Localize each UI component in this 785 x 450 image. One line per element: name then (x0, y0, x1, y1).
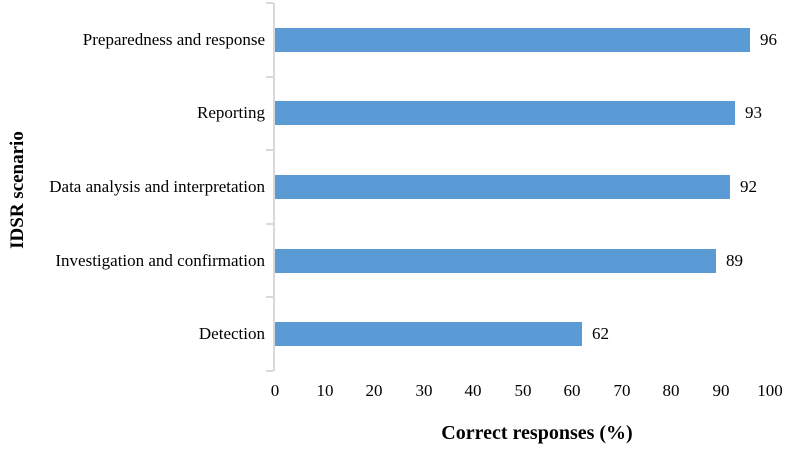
x-axis-tick-label: 40 (464, 381, 482, 400)
y-axis-tick (266, 76, 273, 78)
value-label: 89 (726, 251, 743, 270)
x-axis-tick-label: 50 (514, 381, 532, 400)
y-axis-tick (266, 2, 273, 4)
bar (275, 101, 735, 125)
value-label: 92 (740, 177, 757, 196)
bar (275, 28, 750, 52)
y-axis-tick (266, 370, 273, 372)
x-axis-tick-label: 20 (365, 381, 383, 400)
y-axis-tick (266, 223, 273, 225)
x-axis-tick-label: 100 (757, 381, 783, 400)
y-axis-tick (266, 296, 273, 298)
x-axis-title: Correct responses (%) (441, 422, 633, 444)
y-axis-tick (266, 149, 273, 151)
bar (275, 322, 582, 346)
x-axis-tick-label: 70 (613, 381, 631, 400)
category-label: Data analysis and interpretation (49, 177, 265, 196)
value-label: 96 (760, 30, 777, 49)
value-label: 62 (592, 324, 609, 343)
x-axis-tick-label: 60 (563, 381, 581, 400)
category-label: Preparedness and response (82, 30, 265, 49)
x-axis-tick-label: 80 (662, 381, 680, 400)
bar (275, 249, 716, 273)
x-axis-tick-label: 30 (415, 381, 433, 400)
x-axis-tick-label: 0 (270, 381, 280, 400)
x-axis-tick-label: 10 (316, 381, 334, 400)
y-axis-line (273, 3, 275, 371)
category-label: Detection (198, 324, 265, 343)
category-label: Investigation and confirmation (55, 251, 265, 270)
value-label: 93 (745, 103, 762, 122)
x-axis-tick-label: 90 (712, 381, 730, 400)
bar (275, 175, 730, 199)
category-label: Reporting (197, 103, 265, 122)
